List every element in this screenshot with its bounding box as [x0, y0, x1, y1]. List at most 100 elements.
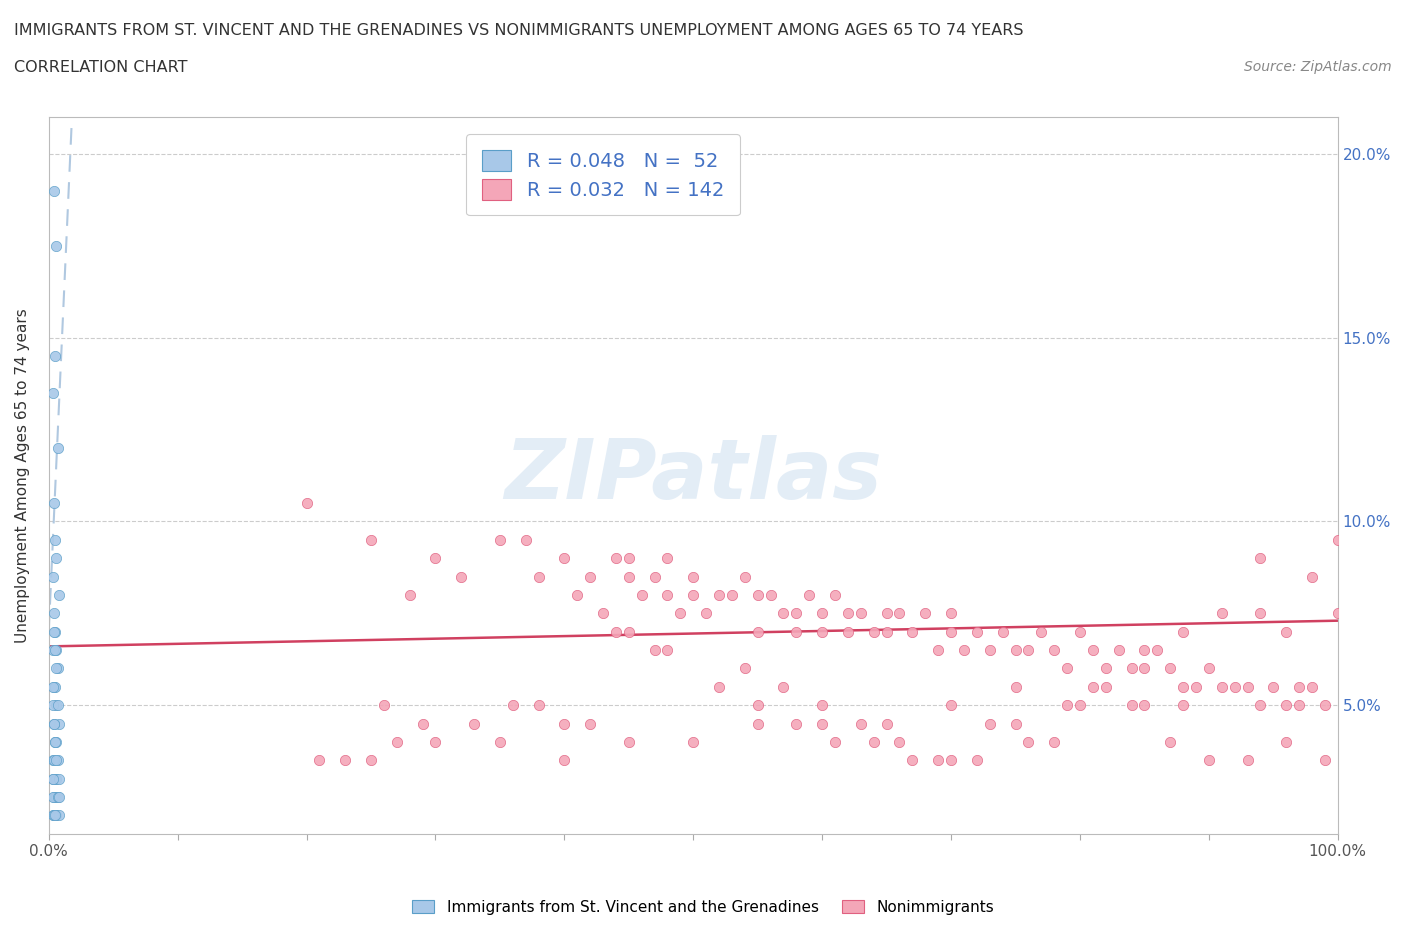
Point	[1094, 661, 1116, 676]
Text: IMMIGRANTS FROM ST. VINCENT AND THE GRENADINES VS NONIMMIGRANTS UNEMPLOYMENT AMO: IMMIGRANTS FROM ST. VINCENT AND THE GREN…	[14, 23, 1024, 38]
Point	[398, 588, 420, 603]
Point	[463, 716, 485, 731]
Point	[45, 808, 67, 823]
Point	[605, 624, 627, 639]
Point	[1133, 643, 1156, 658]
Point	[747, 588, 769, 603]
Point	[927, 753, 949, 768]
Point	[889, 735, 911, 750]
Point	[1043, 735, 1066, 750]
Point	[953, 643, 976, 658]
Point	[44, 735, 66, 750]
Point	[1004, 716, 1026, 731]
Point	[45, 698, 67, 712]
Point	[939, 753, 962, 768]
Point	[657, 643, 679, 658]
Point	[527, 698, 550, 712]
Point	[695, 605, 717, 620]
Point	[46, 753, 69, 768]
Point	[1275, 698, 1298, 712]
Point	[901, 753, 924, 768]
Point	[1275, 624, 1298, 639]
Point	[824, 735, 846, 750]
Point	[412, 716, 434, 731]
Point	[41, 753, 63, 768]
Point	[1081, 680, 1104, 695]
Point	[1313, 698, 1336, 712]
Point	[515, 532, 537, 547]
Point	[45, 735, 67, 750]
Point	[42, 496, 65, 511]
Point	[734, 661, 756, 676]
Point	[592, 605, 614, 620]
Point	[1275, 735, 1298, 750]
Point	[914, 605, 936, 620]
Point	[1326, 532, 1348, 547]
Point	[1004, 643, 1026, 658]
Point	[811, 698, 834, 712]
Point	[747, 716, 769, 731]
Point	[849, 716, 872, 731]
Point	[41, 771, 63, 786]
Point	[1133, 698, 1156, 712]
Point	[644, 569, 666, 584]
Legend: R = 0.048   N =  52, R = 0.032   N = 142: R = 0.048 N = 52, R = 0.032 N = 142	[467, 134, 740, 216]
Point	[1185, 680, 1208, 695]
Point	[721, 588, 744, 603]
Point	[567, 588, 589, 603]
Point	[42, 624, 65, 639]
Point	[1056, 698, 1078, 712]
Point	[1301, 569, 1323, 584]
Point	[876, 605, 898, 620]
Point	[44, 532, 66, 547]
Point	[759, 588, 782, 603]
Point	[1069, 698, 1091, 712]
Point	[44, 771, 66, 786]
Point	[1326, 605, 1348, 620]
Point	[45, 753, 67, 768]
Point	[747, 624, 769, 639]
Point	[360, 753, 382, 768]
Point	[41, 808, 63, 823]
Point	[41, 771, 63, 786]
Point	[48, 588, 70, 603]
Point	[1159, 735, 1181, 750]
Point	[1211, 680, 1233, 695]
Point	[385, 735, 408, 750]
Point	[1146, 643, 1168, 658]
Point	[44, 349, 66, 364]
Point	[44, 808, 66, 823]
Point	[1198, 661, 1220, 676]
Point	[811, 624, 834, 639]
Point	[1249, 551, 1271, 565]
Point	[579, 569, 602, 584]
Point	[41, 698, 63, 712]
Point	[1017, 735, 1039, 750]
Point	[617, 551, 640, 565]
Point	[682, 569, 704, 584]
Point	[373, 698, 395, 712]
Point	[1313, 753, 1336, 768]
Text: ZIPatlas: ZIPatlas	[505, 435, 882, 516]
Point	[44, 735, 66, 750]
Point	[799, 588, 821, 603]
Point	[657, 588, 679, 603]
Point	[849, 605, 872, 620]
Point	[1288, 680, 1310, 695]
Point	[48, 790, 70, 804]
Point	[450, 569, 472, 584]
Point	[335, 753, 357, 768]
Point	[1004, 680, 1026, 695]
Point	[657, 551, 679, 565]
Point	[862, 735, 884, 750]
Point	[939, 698, 962, 712]
Point	[360, 532, 382, 547]
Point	[48, 716, 70, 731]
Point	[45, 790, 67, 804]
Point	[734, 569, 756, 584]
Point	[927, 643, 949, 658]
Point	[889, 605, 911, 620]
Point	[41, 569, 63, 584]
Point	[48, 808, 70, 823]
Point	[1031, 624, 1053, 639]
